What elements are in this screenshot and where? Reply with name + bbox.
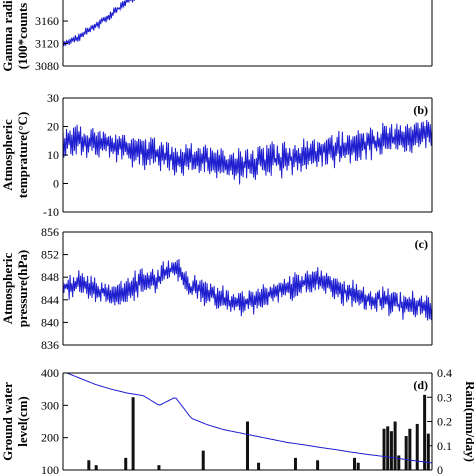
rain-bar <box>124 457 128 470</box>
y-tick-label: -10 <box>43 205 59 219</box>
rain-bar <box>397 455 401 470</box>
y-tick-label: 300 <box>41 398 59 412</box>
rain-bar <box>257 462 261 470</box>
y-tick-label: 852 <box>41 248 59 262</box>
rain-bar <box>157 465 161 470</box>
rain-bar <box>389 431 393 470</box>
y-tick-label: 856 <box>41 225 59 239</box>
y-axis-label: Gamma radi <box>0 0 15 72</box>
series-line <box>63 258 432 321</box>
panel-3: 100 200 300 400 0 0.1 0.2 0.3 0.4 Rain(mm/day) (d)… <box>0 366 474 474</box>
y2-axis-label: Rain(mm/day) <box>463 381 474 462</box>
rain-bar <box>316 460 320 470</box>
y-tick-label: 20 <box>47 120 59 134</box>
rain-bar <box>382 428 386 470</box>
y-tick-label: 844 <box>41 293 59 307</box>
y-tick-label: 100 <box>41 463 59 474</box>
y-tick-label: 200 <box>41 431 59 445</box>
rain-bar <box>404 436 408 470</box>
y-tick-label: 3160 <box>35 14 59 28</box>
y2-tick-label: 0.3 <box>437 390 452 404</box>
series-line <box>65 373 432 464</box>
y-axis-label: pressure(hPa) <box>15 250 30 328</box>
rain-bar <box>408 428 412 470</box>
rain-bar <box>246 421 249 470</box>
panel-1: -10 0 10 20 30 (b) Atmospheric temprature(°C) <box>0 91 433 219</box>
y-axis-label: temprature(°C) <box>15 112 30 199</box>
y-axis-label: Atmospheric <box>0 119 15 191</box>
y2-tick-label: 0.4 <box>437 366 452 380</box>
y-tick-label: 30 <box>47 91 59 105</box>
panel-2: 836 840 844 848 852 856 (c) Atmospheric pressure… <box>0 225 433 352</box>
series-line <box>63 119 432 185</box>
rain-bar <box>131 397 135 470</box>
rain-bar <box>201 450 205 470</box>
y-tick-label: 400 <box>41 366 59 380</box>
rain-bar <box>353 457 357 470</box>
rain-bar <box>87 460 91 470</box>
panel-0: 3080 3120 3160 Gamma radi (100*counts <box>0 0 433 73</box>
y-tick-label: 3120 <box>35 37 59 51</box>
y-axis-label: level(cm) <box>15 396 30 447</box>
y2-tick-label: 0 <box>437 463 443 474</box>
y-tick-label: 0 <box>53 177 59 191</box>
y-tick-label: 848 <box>41 270 59 284</box>
rain-bar <box>356 462 360 470</box>
rain-bar <box>293 457 297 470</box>
y2-tick-label: 0.1 <box>437 439 452 453</box>
y-axis-label: Atmospheric <box>0 253 15 325</box>
series-line <box>63 0 135 47</box>
rain-bar <box>426 433 430 470</box>
rain-bar <box>415 423 419 470</box>
rain-bar <box>386 426 390 470</box>
rain-bar <box>393 421 397 470</box>
rain-bar <box>423 394 427 470</box>
rain-bar <box>94 465 98 470</box>
panel-label: (b) <box>413 103 428 117</box>
y-axis-label: (100*counts <box>15 3 30 69</box>
y-tick-label: 840 <box>41 315 59 329</box>
y-tick-label: 836 <box>41 338 59 352</box>
y2-tick-label: 0.2 <box>437 415 452 429</box>
y-axis-label: Ground water <box>0 382 15 461</box>
panel-label: (d) <box>413 378 428 392</box>
y-tick-label: 10 <box>47 148 59 162</box>
y-tick-label: 3080 <box>35 59 59 73</box>
panel-label: (c) <box>415 237 428 251</box>
